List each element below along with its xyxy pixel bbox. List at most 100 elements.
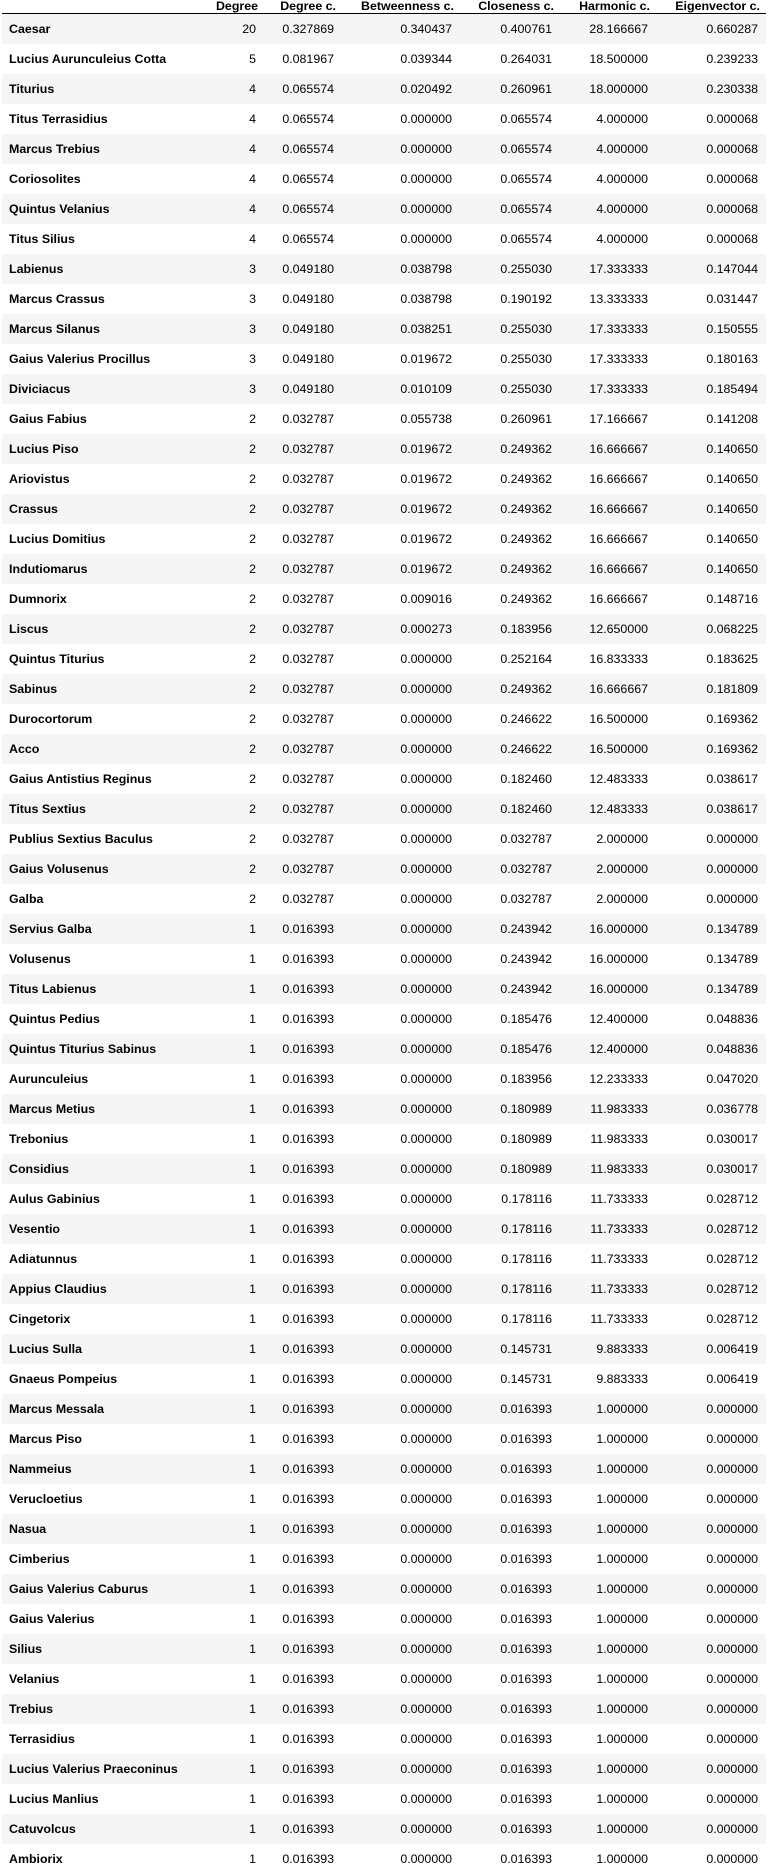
harmonic-centrality-cell: 17.333333: [589, 261, 648, 276]
degree-cell: 4: [249, 171, 256, 186]
row-name-cell: Crassus: [9, 501, 58, 516]
row-name-cell: Catuvolcus: [9, 1821, 76, 1836]
betweenness-centrality-cell: 0.010109: [400, 381, 452, 396]
row-name-cell: Trebius: [9, 1701, 54, 1716]
table-row: Dumnorix 2 0.032787 0.009016 0.249362 16.6666…: [2, 583, 766, 614]
degree-cell: 2: [249, 471, 256, 486]
closeness-centrality-cell: 0.190192: [500, 291, 552, 306]
eigenvector-centrality-cell: 0.000000: [706, 1821, 758, 1836]
closeness-centrality-cell: 0.249362: [500, 531, 552, 546]
betweenness-centrality-cell: 0.000000: [400, 231, 452, 246]
eigenvector-centrality-cell: 0.068225: [706, 621, 758, 636]
row-name-cell: Ambiorix: [9, 1851, 63, 1866]
degree-cell: 2: [249, 621, 256, 636]
row-name-cell: Publius Sextius Baculus: [9, 831, 153, 846]
betweenness-centrality-cell: 0.000000: [400, 801, 452, 816]
degree-cell: 2: [249, 411, 256, 426]
row-name-cell: Quintus Pedius: [9, 1011, 100, 1026]
harmonic-centrality-cell: 2.000000: [596, 831, 648, 846]
table-row: Lucius Piso 2 0.032787 0.019672 0.249362 16.6…: [2, 433, 766, 464]
degree-centrality-cell: 0.016393: [282, 1011, 334, 1026]
row-name-cell: Aurunculeius: [9, 1071, 89, 1086]
closeness-centrality-cell: 0.065574: [500, 171, 552, 186]
harmonic-centrality-cell: 16.000000: [589, 981, 648, 996]
degree-centrality-header: Degree c.: [264, 0, 342, 14]
closeness-centrality-cell: 0.243942: [500, 921, 552, 936]
table-row: Titus Silius 4 0.065574 0.000000 0.065574 4.0…: [2, 223, 766, 254]
table-row: Adiatunnus 1 0.016393 0.000000 0.178116 11.73…: [2, 1243, 766, 1274]
row-name-cell: Ariovistus: [9, 471, 70, 486]
row-name-cell: Quintus Velanius: [9, 201, 110, 216]
harmonic-centrality-cell: 1.000000: [596, 1401, 648, 1416]
eigenvector-centrality-cell: 0.230338: [706, 81, 758, 96]
table-row: Gaius Volusenus 2 0.032787 0.000000 0.032787…: [2, 853, 766, 884]
harmonic-centrality-cell: 1.000000: [596, 1671, 648, 1686]
betweenness-centrality-cell: 0.000000: [400, 1641, 452, 1656]
row-name-cell: Lucius Piso: [9, 441, 79, 456]
table-row: Gnaeus Pompeius 1 0.016393 0.000000 0.145731…: [2, 1363, 766, 1394]
degree-centrality-cell: 0.032787: [282, 561, 334, 576]
table-row: Durocortorum 2 0.032787 0.000000 0.246622 16.…: [2, 703, 766, 734]
row-name-cell: Gaius Volusenus: [9, 861, 109, 876]
closeness-centrality-cell: 0.065574: [500, 201, 552, 216]
degree-centrality-cell: 0.016393: [282, 1131, 334, 1146]
row-name-cell: Liscus: [9, 621, 49, 636]
degree-centrality-cell: 0.032787: [282, 831, 334, 846]
closeness-centrality-cell: 0.065574: [500, 141, 552, 156]
harmonic-centrality-cell: 16.833333: [589, 651, 648, 666]
row-name-cell: Nasua: [9, 1521, 47, 1536]
closeness-centrality-cell: 0.246622: [500, 741, 552, 756]
betweenness-centrality-cell: 0.000000: [400, 1221, 452, 1236]
closeness-centrality-cell: 0.185476: [500, 1041, 552, 1056]
degree-centrality-cell: 0.032787: [282, 681, 334, 696]
row-name-cell: Gaius Valerius: [9, 1611, 95, 1626]
degree-centrality-cell: 0.016393: [282, 1521, 334, 1536]
eigenvector-centrality-cell: 0.000000: [706, 1671, 758, 1686]
degree-centrality-cell: 0.016393: [282, 981, 334, 996]
table-row: Considius 1 0.016393 0.000000 0.180989 11.983…: [2, 1153, 766, 1184]
betweenness-centrality-cell: 0.000000: [400, 1011, 452, 1026]
row-name-cell: Durocortorum: [9, 711, 93, 726]
betweenness-centrality-cell: 0.000000: [400, 1041, 452, 1056]
harmonic-centrality-cell: 11.733333: [590, 1311, 648, 1326]
row-name-cell: Considius: [9, 1161, 69, 1176]
degree-centrality-cell: 0.016393: [282, 1371, 334, 1386]
harmonic-centrality-cell: 16.666667: [589, 441, 648, 456]
betweenness-centrality-cell: 0.000000: [400, 1311, 452, 1326]
eigenvector-centrality-cell: 0.239233: [706, 51, 758, 66]
eigenvector-centrality-cell: 0.000000: [706, 1401, 758, 1416]
degree-cell: 1: [249, 1461, 256, 1476]
eigenvector-centrality-cell: 0.028712: [706, 1191, 758, 1206]
betweenness-centrality-cell: 0.038798: [400, 261, 452, 276]
harmonic-centrality-cell: 12.400000: [589, 1011, 648, 1026]
degree-centrality-cell: 0.065574: [282, 171, 334, 186]
closeness-centrality-cell: 0.016393: [500, 1611, 552, 1626]
degree-centrality-cell: 0.016393: [282, 1701, 334, 1716]
degree-centrality-cell: 0.032787: [282, 711, 334, 726]
row-name-cell: Marcus Piso: [9, 1431, 82, 1446]
betweenness-centrality-cell: 0.019672: [400, 501, 452, 516]
degree-centrality-cell: 0.032787: [282, 891, 334, 906]
degree-cell: 2: [249, 501, 256, 516]
row-name-cell: Acco: [9, 741, 40, 756]
eigenvector-centrality-cell: 0.030017: [706, 1131, 758, 1146]
degree-centrality-cell: 0.032787: [282, 801, 334, 816]
eigenvector-centrality-cell: 0.180163: [706, 351, 758, 366]
row-name-cell: Coriosolites: [9, 171, 81, 186]
eigenvector-centrality-cell: 0.140650: [706, 561, 758, 576]
closeness-centrality-cell: 0.243942: [500, 951, 552, 966]
harmonic-centrality-cell: 16.000000: [589, 921, 648, 936]
harmonic-centrality-cell: 4.000000: [596, 201, 648, 216]
betweenness-centrality-cell: 0.000000: [400, 1431, 452, 1446]
degree-cell: 4: [249, 111, 256, 126]
table-row: Trebonius 1 0.016393 0.000000 0.180989 11.983…: [2, 1123, 766, 1154]
betweenness-centrality-cell: 0.000000: [400, 831, 452, 846]
degree-centrality-cell: 0.016393: [282, 1311, 334, 1326]
degree-centrality-cell: 0.016393: [282, 1821, 334, 1836]
betweenness-centrality-cell: 0.020492: [400, 81, 452, 96]
eigenvector-centrality-cell: 0.000000: [706, 1701, 758, 1716]
degree-cell: 20: [242, 21, 256, 36]
harmonic-centrality-cell: 1.000000: [596, 1731, 648, 1746]
closeness-centrality-cell: 0.145731: [500, 1341, 552, 1356]
harmonic-centrality-cell: 18.500000: [589, 51, 648, 66]
